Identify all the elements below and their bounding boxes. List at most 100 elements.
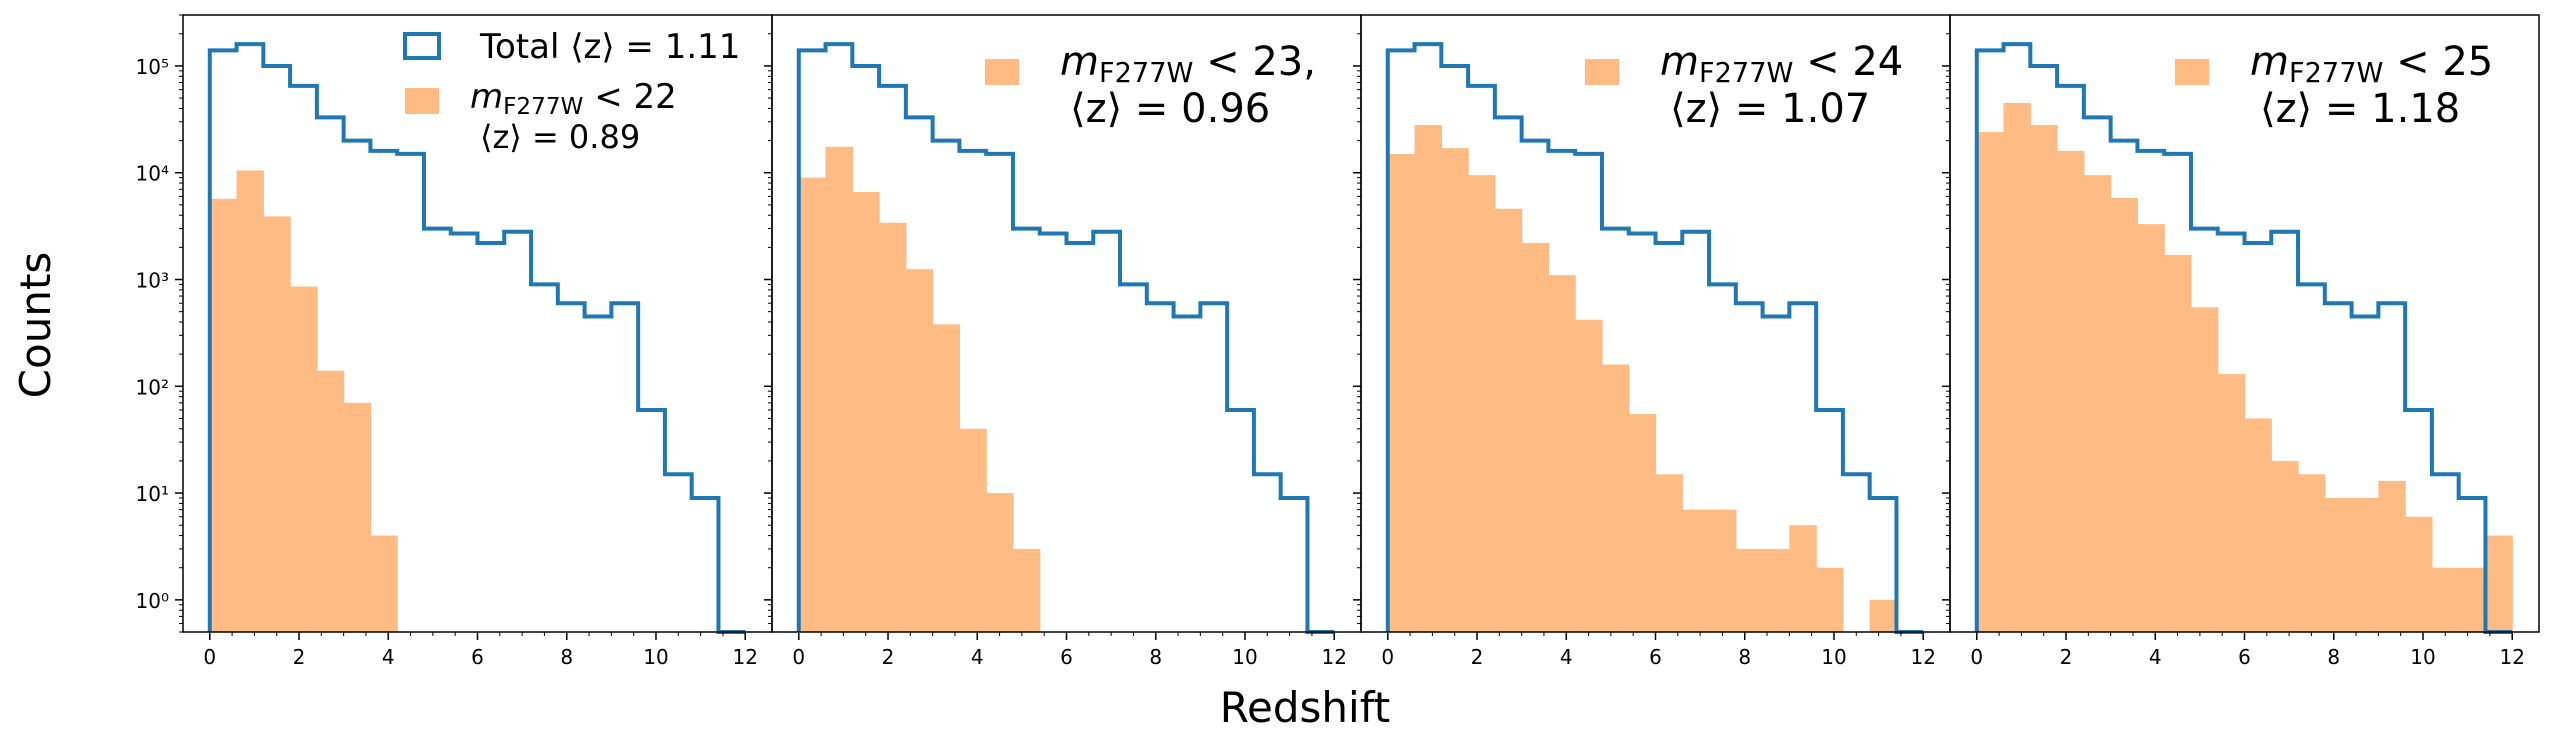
total-step-line — [207, 42, 746, 634]
hist-bar — [1601, 364, 1630, 632]
legend-label: ⟨z⟩ = 0.89 — [480, 118, 640, 156]
hist-bar — [2405, 516, 2433, 632]
hist-bar — [2298, 474, 2326, 632]
hist-bar — [852, 191, 880, 632]
x-tick-label: 0 — [203, 645, 216, 669]
hist-bar — [2190, 307, 2219, 632]
x-tick-label: 4 — [971, 645, 984, 669]
legend-label: mF277W < 25 — [2250, 39, 2493, 89]
hist-bar — [343, 402, 372, 632]
x-tick-label: 12 — [2500, 645, 2525, 669]
x-tick-label: 10 — [643, 645, 668, 669]
legend-sample-swatch — [405, 88, 439, 114]
x-tick-label: 6 — [1649, 645, 1662, 669]
hist-bar — [290, 286, 318, 632]
hist-bar — [1816, 567, 1844, 632]
hist-bar — [2458, 567, 2487, 632]
hist-bar — [1494, 208, 1523, 633]
legend-label: Total ⟨z⟩ = 1.11 — [479, 27, 740, 67]
hist-bar — [932, 324, 961, 632]
legend-sample-swatch — [1585, 59, 1619, 85]
hist-bar — [2244, 418, 2272, 632]
hist-bar — [209, 198, 238, 633]
hist-bar — [2324, 497, 2353, 632]
hist-bar — [1575, 319, 1603, 632]
x-tick-label: 0 — [1970, 645, 1983, 669]
x-tick-label: 4 — [382, 645, 395, 669]
hist-bar — [2351, 497, 2379, 632]
hist-bar — [2378, 480, 2406, 632]
x-tick-label: 12 — [1911, 645, 1936, 669]
hist-bar — [1735, 548, 1764, 632]
legend-total-swatch — [403, 32, 441, 60]
legend-sample-swatch — [2175, 59, 2209, 85]
hist-bar — [825, 146, 853, 632]
hist-bar — [1628, 414, 1657, 632]
x-tick-label: 8 — [1149, 645, 1162, 669]
x-tick-label: 8 — [1738, 645, 1751, 669]
hist-bar — [2431, 567, 2460, 632]
legend-label: mF277W < 22 — [470, 77, 677, 120]
hist-bar — [1012, 548, 1041, 632]
x-tick-label: 12 — [733, 645, 758, 669]
hist-bar — [1655, 474, 1683, 632]
x-tick-label: 4 — [1560, 645, 1573, 669]
hist-bar — [2137, 224, 2165, 633]
x-tick-label: 4 — [2149, 645, 2162, 669]
x-tick-label: 12 — [1322, 645, 1347, 669]
y-axis-title: Counts — [11, 252, 60, 399]
hist-bar — [1789, 525, 1817, 632]
total-step-line — [796, 42, 1335, 634]
panel-4: 0 2 4 6 8 10 12 mF277W < 25⟨z⟩ = 1.18 — [1942, 14, 2540, 669]
hist-bar — [1709, 509, 1737, 632]
hist-bar — [1414, 124, 1442, 632]
panel-2: 0 2 4 6 8 10 12 mF277W < 23,⟨z⟩ = 0.96 — [764, 14, 1362, 669]
y-tick-label: 10³ — [136, 269, 169, 293]
hist-bar — [2217, 374, 2246, 632]
x-tick-label: 8 — [2327, 645, 2340, 669]
x-tick-label: 6 — [1060, 645, 1073, 669]
legend-label: mF277W < 24 — [1660, 39, 1903, 89]
hist-bar — [236, 170, 264, 633]
hist-bar — [905, 269, 934, 632]
y-tick-label: 10² — [136, 375, 169, 399]
x-tick-label: 6 — [471, 645, 484, 669]
x-tick-label: 0 — [1381, 645, 1394, 669]
hist-bar — [2030, 124, 2058, 632]
hist-bar — [2110, 197, 2139, 632]
total-step-line — [1974, 42, 2513, 634]
x-tick-label: 2 — [293, 645, 306, 669]
hist-bar — [986, 493, 1014, 632]
hist-bar — [879, 222, 907, 632]
hist-bar — [2083, 175, 2112, 632]
hist-bar — [263, 216, 291, 633]
legend-label: mF277W < 23, — [1060, 39, 1316, 89]
hist-bar — [370, 535, 398, 632]
hist-bar — [2164, 254, 2192, 632]
y-tick-label: 10⁴ — [136, 162, 169, 186]
hist-bar — [959, 428, 987, 632]
legend-label: ⟨z⟩ = 1.07 — [1670, 86, 1870, 132]
hist-bar — [1521, 242, 1550, 632]
x-tick-label: 10 — [1232, 645, 1257, 669]
x-tick-label: 0 — [792, 645, 805, 669]
hist-bar — [2057, 150, 2085, 633]
panel-1: 0 2 4 6 8 10 12 10⁰ 10¹ 10² 10³ 10⁴ 10⁵ Total ⟨z⟩ = 1… — [136, 14, 773, 669]
x-tick-label: 2 — [2060, 645, 2073, 669]
x-tick-label: 6 — [2238, 645, 2251, 669]
x-tick-label: 10 — [2410, 645, 2435, 669]
hist-bar — [1976, 132, 2005, 632]
hist-bar — [1468, 175, 1496, 632]
legend-sample-swatch — [985, 59, 1019, 85]
x-tick-label: 2 — [1471, 645, 1484, 669]
x-tick-label: 10 — [1821, 645, 1846, 669]
hist-bar — [1762, 548, 1790, 632]
x-axis-title: Redshift — [1220, 683, 1390, 732]
hist-bar — [1682, 509, 1710, 632]
hist-bar — [1548, 275, 1576, 632]
hist-bar — [1869, 599, 1898, 632]
hist-bar — [2003, 102, 2031, 632]
y-tick-label: 10¹ — [136, 482, 169, 506]
hist-bar — [2485, 535, 2513, 632]
